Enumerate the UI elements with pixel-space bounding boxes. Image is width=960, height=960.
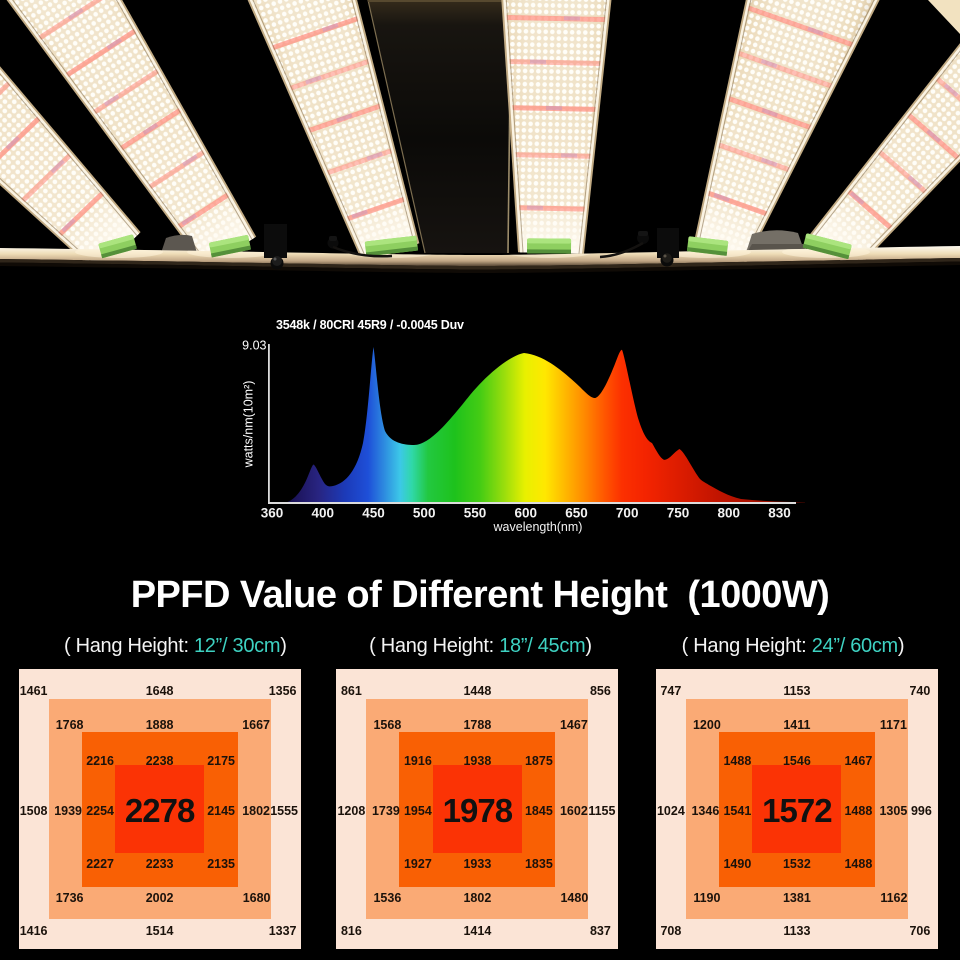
svg-text:600: 600 bbox=[515, 506, 538, 521]
svg-text:450: 450 bbox=[362, 506, 385, 521]
svg-text:750: 750 bbox=[667, 506, 690, 521]
svg-text:9.03: 9.03 bbox=[242, 339, 266, 353]
svg-text:500: 500 bbox=[413, 506, 436, 521]
svg-text:wavelength(nm): wavelength(nm) bbox=[493, 520, 583, 534]
svg-text:360: 360 bbox=[261, 506, 284, 521]
svg-text:3548k / 80CRI 45R9 / -0.0045 D: 3548k / 80CRI 45R9 / -0.0045 Duv bbox=[276, 318, 464, 332]
svg-text:830: 830 bbox=[768, 506, 791, 521]
svg-text:400: 400 bbox=[312, 506, 335, 521]
svg-text:watts/nm(10m²): watts/nm(10m²) bbox=[242, 381, 256, 469]
svg-text:650: 650 bbox=[565, 506, 588, 521]
svg-text:700: 700 bbox=[616, 506, 639, 521]
svg-text:800: 800 bbox=[718, 506, 741, 521]
svg-text:550: 550 bbox=[464, 506, 487, 521]
